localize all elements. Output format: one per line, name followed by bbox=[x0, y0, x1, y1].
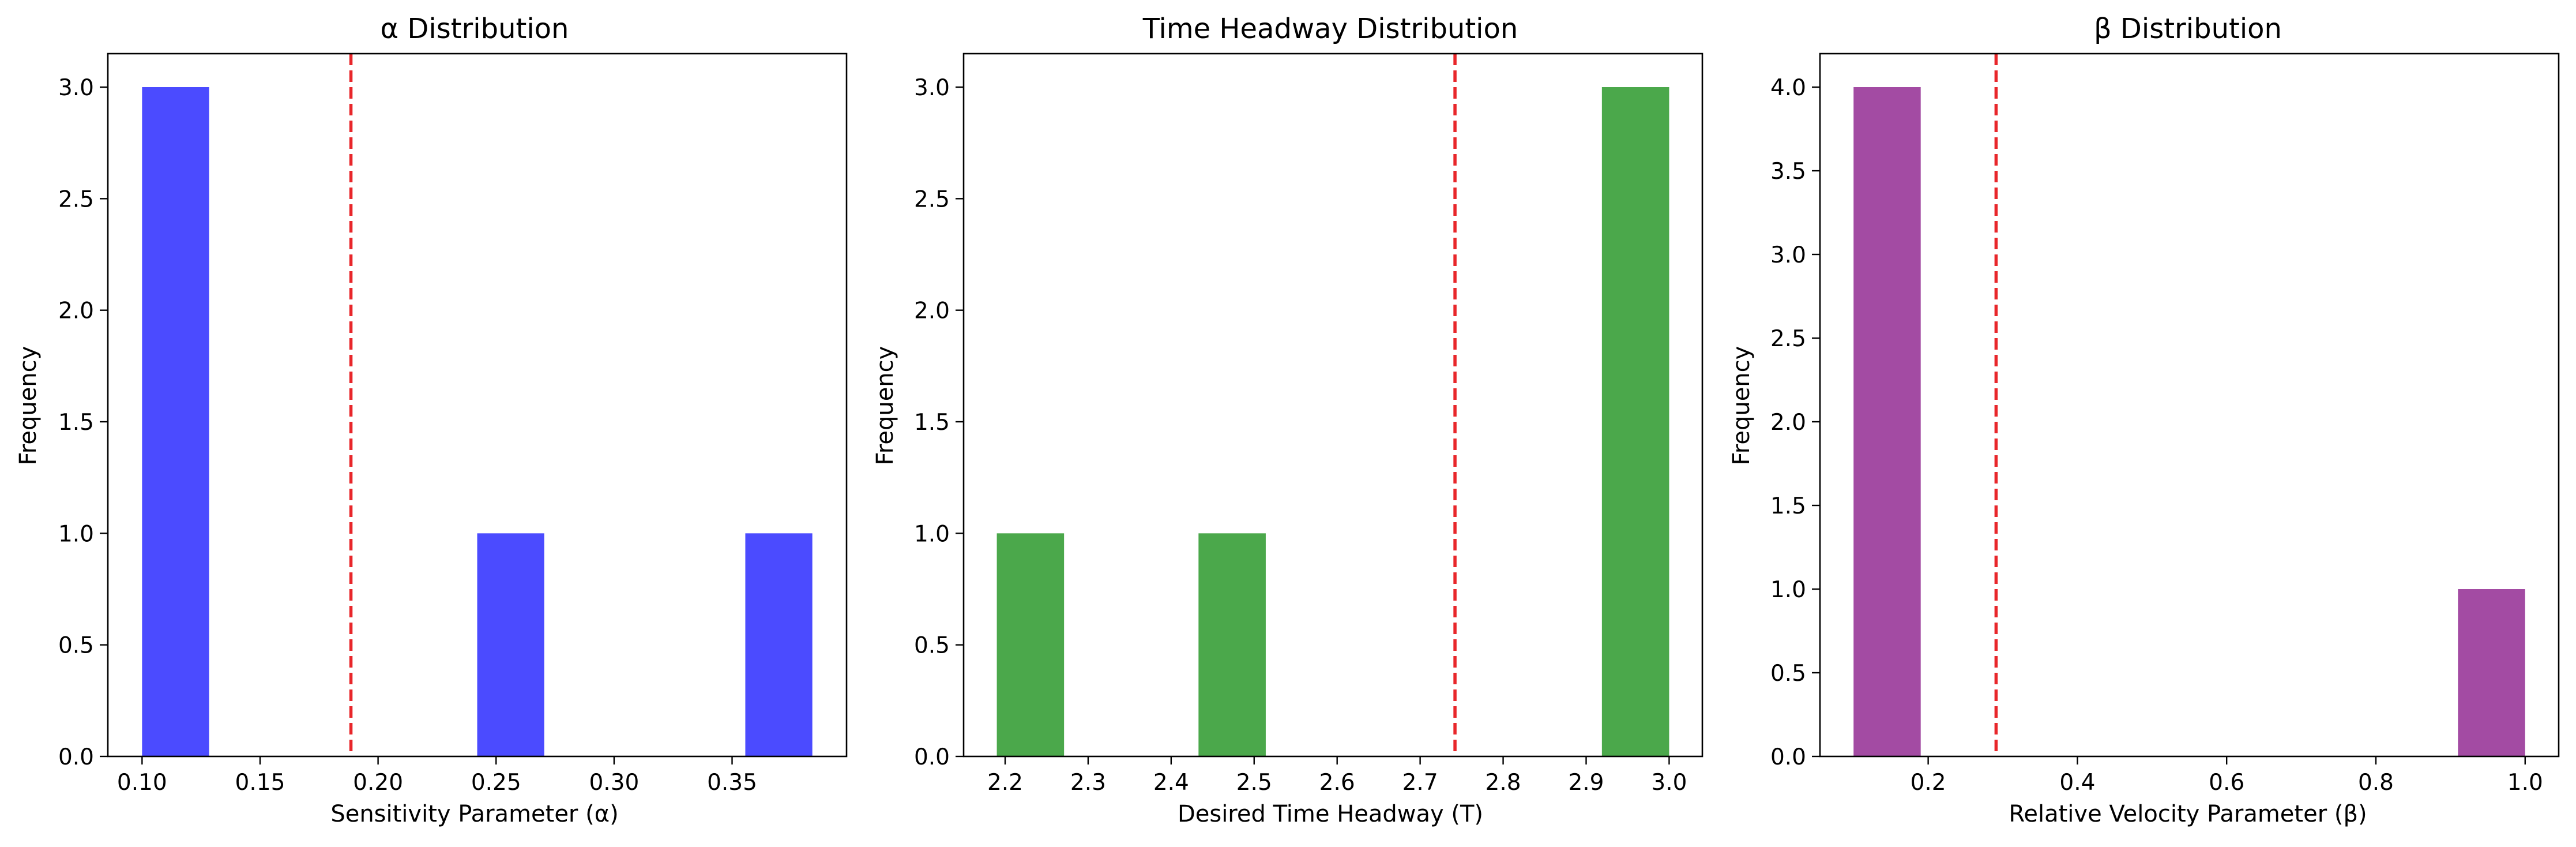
y-tick-label: 4.0 bbox=[1770, 75, 1806, 101]
y-tick-label: 0.0 bbox=[58, 744, 94, 770]
y-tick-label: 2.5 bbox=[58, 186, 94, 212]
histogram-bar bbox=[1601, 87, 1669, 756]
beta-histogram-panel: β Distribution Relative Velocity Paramet… bbox=[1728, 13, 2560, 827]
y-tick-label: 3.5 bbox=[1770, 159, 1806, 185]
x-tick-label: 0.15 bbox=[235, 770, 285, 796]
time-headway-histogram-panel: Time Headway Distribution Desired Time H… bbox=[872, 13, 1703, 827]
y-tick-label: 1.0 bbox=[1770, 577, 1806, 603]
axes-frame bbox=[962, 53, 1703, 758]
y-tick-label: 3.0 bbox=[914, 75, 950, 101]
y-tick-label: 2.0 bbox=[1770, 410, 1806, 436]
histogram-bar bbox=[477, 533, 544, 756]
x-tick-label: 2.7 bbox=[1402, 770, 1438, 796]
x-tick-label: 2.6 bbox=[1319, 770, 1355, 796]
y-tick-label: 2.0 bbox=[914, 298, 950, 324]
y-tick-label: 1.0 bbox=[914, 521, 950, 547]
y-tick-label: 1.5 bbox=[914, 410, 950, 436]
histogram-bar bbox=[2458, 589, 2525, 756]
chart-title: β Distribution bbox=[2094, 13, 2282, 45]
x-tick-label: 2.3 bbox=[1070, 770, 1106, 796]
y-tick-label: 1.5 bbox=[1770, 493, 1806, 519]
y-tick-label: 2.5 bbox=[1770, 326, 1806, 352]
y-tick-label: 0.5 bbox=[914, 633, 950, 659]
x-tick-label: 0.4 bbox=[2059, 770, 2095, 796]
axes-frame bbox=[107, 53, 848, 758]
histogram-bar bbox=[1853, 87, 1921, 756]
x-tick-label: 0.8 bbox=[2358, 770, 2394, 796]
x-tick-label: 0.10 bbox=[117, 770, 167, 796]
histogram-bar bbox=[996, 533, 1065, 756]
y-tick-label: 2.5 bbox=[914, 186, 950, 212]
y-axis-label: Frequency bbox=[15, 346, 42, 466]
x-tick-label: 2.5 bbox=[1236, 770, 1272, 796]
y-tick-label: 0.0 bbox=[1770, 744, 1806, 770]
x-tick-label: 3.0 bbox=[1651, 770, 1687, 796]
x-tick-label: 0.35 bbox=[707, 770, 757, 796]
x-tick-label: 2.9 bbox=[1568, 770, 1604, 796]
histogram-bar bbox=[1198, 533, 1266, 756]
x-axis-label: Desired Time Headway (T) bbox=[1178, 801, 1483, 827]
y-tick-label: 3.0 bbox=[1770, 242, 1806, 268]
histogram-bar bbox=[745, 533, 813, 756]
histogram-bar bbox=[142, 87, 209, 756]
x-axis-label: Sensitivity Parameter (α) bbox=[330, 801, 618, 827]
x-tick-label: 0.6 bbox=[2209, 770, 2244, 796]
y-tick-label: 1.0 bbox=[58, 521, 94, 547]
chart-title: α Distribution bbox=[381, 13, 569, 45]
chart-title: Time Headway Distribution bbox=[1142, 13, 1518, 45]
y-tick-label: 3.0 bbox=[58, 75, 94, 101]
x-tick-label: 0.25 bbox=[471, 770, 521, 796]
y-tick-label: 0.5 bbox=[1770, 661, 1806, 687]
x-tick-label: 2.4 bbox=[1153, 770, 1189, 796]
x-tick-label: 2.8 bbox=[1486, 770, 1521, 796]
x-tick-label: 1.0 bbox=[2507, 770, 2543, 796]
y-tick-label: 1.5 bbox=[58, 410, 94, 436]
y-tick-label: 0.0 bbox=[914, 744, 950, 770]
x-tick-label: 0.30 bbox=[589, 770, 639, 796]
x-tick-label: 0.20 bbox=[353, 770, 403, 796]
x-tick-label: 0.2 bbox=[1911, 770, 1946, 796]
alpha-histogram-panel: α Distribution Sensitivity Parameter (α)… bbox=[15, 13, 848, 827]
x-tick-label: 2.2 bbox=[987, 770, 1023, 796]
x-axis-label: Relative Velocity Parameter (β) bbox=[2009, 801, 2367, 827]
y-tick-label: 0.5 bbox=[58, 633, 94, 659]
axes-frame bbox=[1819, 53, 2560, 758]
y-tick-label: 2.0 bbox=[58, 298, 94, 324]
y-axis-label: Frequency bbox=[872, 346, 898, 466]
y-axis-label: Frequency bbox=[1728, 346, 1755, 466]
